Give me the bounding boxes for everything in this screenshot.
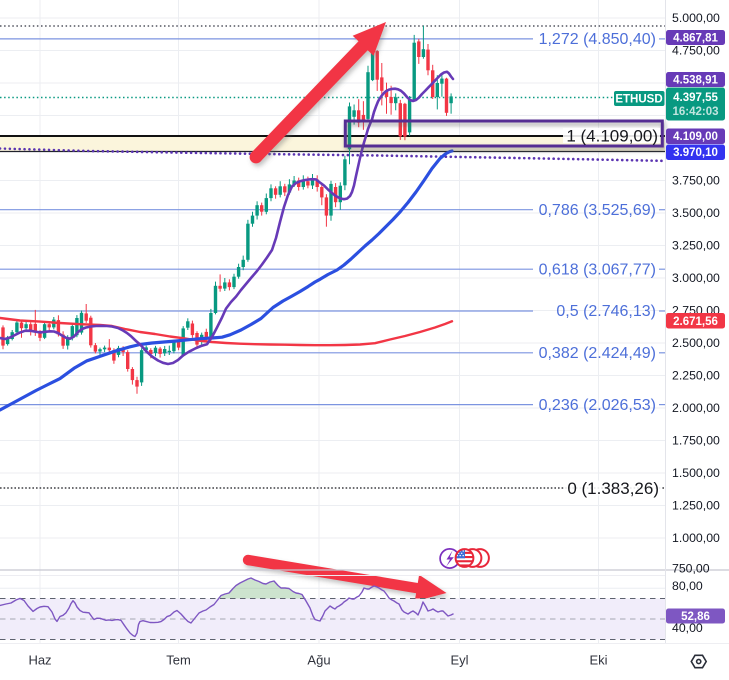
svg-text:1.000,00: 1.000,00 bbox=[672, 531, 720, 545]
svg-text:4.538,91: 4.538,91 bbox=[673, 75, 718, 87]
svg-text:2.671,56: 2.671,56 bbox=[673, 316, 718, 328]
svg-text:1.500,00: 1.500,00 bbox=[672, 466, 720, 480]
svg-text:1 (4.109,00): 1 (4.109,00) bbox=[566, 127, 658, 146]
svg-text:0 (1.383,26): 0 (1.383,26) bbox=[567, 479, 659, 498]
svg-text:3.750,00: 3.750,00 bbox=[672, 174, 720, 188]
svg-text:3.000,00: 3.000,00 bbox=[672, 271, 720, 285]
svg-text:2.000,00: 2.000,00 bbox=[672, 401, 720, 415]
svg-text:0,382 (2.424,49): 0,382 (2.424,49) bbox=[539, 345, 656, 362]
svg-text:4.750,00: 4.750,00 bbox=[672, 44, 720, 58]
svg-text:1.750,00: 1.750,00 bbox=[672, 434, 720, 448]
svg-text:Eyl: Eyl bbox=[450, 653, 468, 668]
svg-text:80,00: 80,00 bbox=[672, 579, 703, 593]
svg-text:4.109,00: 4.109,00 bbox=[673, 131, 718, 143]
svg-text:ETHUSD: ETHUSD bbox=[615, 94, 662, 106]
svg-text:4.397,55: 4.397,55 bbox=[673, 92, 718, 104]
svg-text:5.000,00: 5.000,00 bbox=[672, 11, 720, 25]
svg-text:16:42:03: 16:42:03 bbox=[672, 106, 718, 118]
svg-text:Ağu: Ağu bbox=[307, 653, 330, 668]
svg-text:750,00: 750,00 bbox=[672, 562, 710, 576]
svg-text:3.250,00: 3.250,00 bbox=[672, 239, 720, 253]
svg-text:2.500,00: 2.500,00 bbox=[672, 336, 720, 350]
svg-text:0,786 (3.525,69): 0,786 (3.525,69) bbox=[539, 202, 656, 219]
svg-text:4.867,81: 4.867,81 bbox=[673, 33, 718, 45]
svg-text:52,86: 52,86 bbox=[681, 611, 710, 623]
svg-text:Tem: Tem bbox=[166, 653, 191, 668]
svg-text:0,618 (3.067,77): 0,618 (3.067,77) bbox=[539, 261, 656, 278]
svg-text:Eki: Eki bbox=[589, 653, 607, 668]
svg-text:2.250,00: 2.250,00 bbox=[672, 369, 720, 383]
svg-text:1,272 (4.850,40): 1,272 (4.850,40) bbox=[539, 31, 656, 48]
svg-text:3.500,00: 3.500,00 bbox=[672, 206, 720, 220]
svg-text:1.250,00: 1.250,00 bbox=[672, 499, 720, 513]
svg-text:0,236 (2.026,53): 0,236 (2.026,53) bbox=[539, 397, 656, 414]
svg-text:Haz: Haz bbox=[28, 653, 51, 668]
svg-text:0,5 (2.746,13): 0,5 (2.746,13) bbox=[556, 303, 656, 320]
svg-text:3.970,10: 3.970,10 bbox=[673, 147, 718, 159]
svg-text:40,00: 40,00 bbox=[672, 621, 703, 635]
